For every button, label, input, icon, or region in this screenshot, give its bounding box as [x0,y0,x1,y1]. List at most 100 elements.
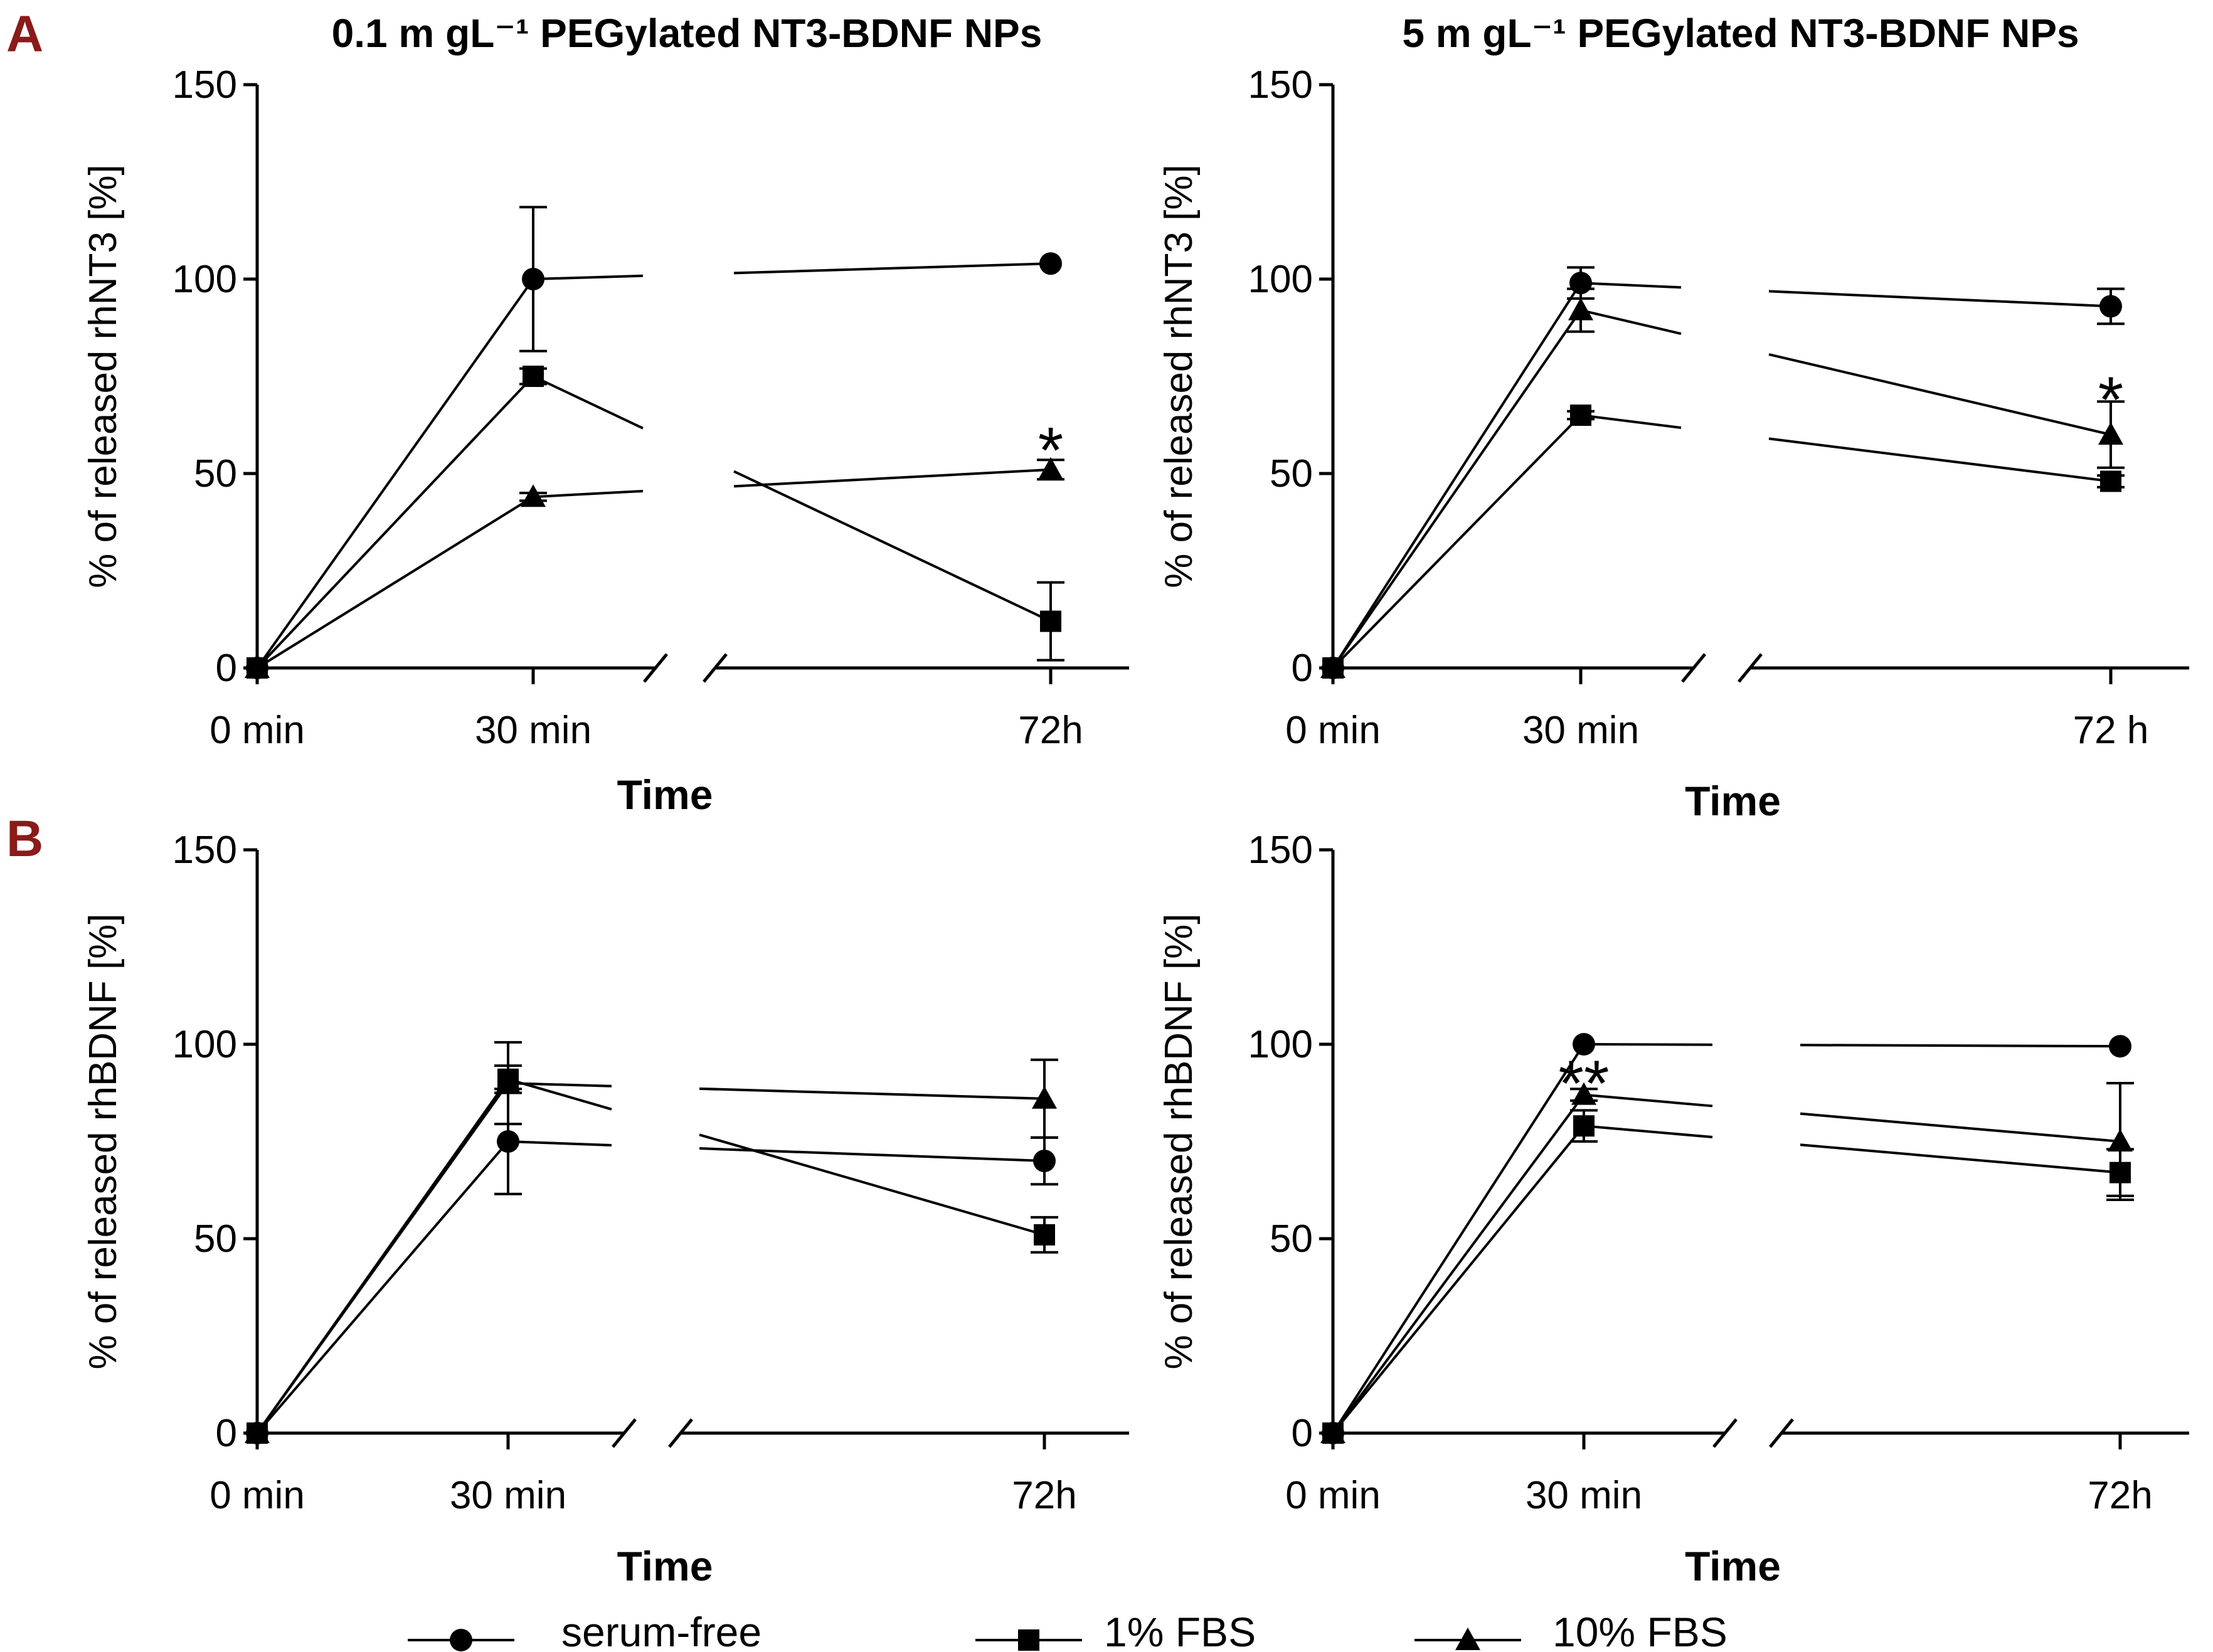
legend-label: 1% FBS [1104,1609,1256,1652]
series-line-triangle [1332,309,1582,669]
data-point-circle [1033,1150,1056,1172]
legend-label: serum-free [561,1609,762,1652]
y-tick-label: 0 [216,1412,237,1455]
y-tick-label: 0 [1292,1412,1313,1455]
axis-break-mark [1681,653,1706,683]
data-point-square [523,366,544,387]
y-tick-label: 0 [216,647,237,690]
series-line-square [1768,437,2111,483]
series-line-triangle [1332,1094,1585,1434]
series-line-triangle [1800,1112,2121,1143]
panel-label-a: A [6,6,43,63]
y-tick-label: 50 [1270,1217,1313,1261]
data-point-triangle [245,1421,270,1443]
data-point-circle [1573,1033,1595,1056]
legend-label: 10% FBS [1552,1609,1727,1652]
significance-marker: ** [1559,1047,1610,1120]
series-line-circle [1332,282,1582,669]
x-axis-label: Time [1685,778,1781,824]
series-line-square [533,375,644,430]
x-tick-label: 30 min [475,709,592,752]
y-axis-label: % of released rhNT3 [%] [1157,164,1201,588]
series-line-circle [1332,1043,1585,1434]
x-tick-label: 0 min [210,709,305,752]
data-point-circle [2109,1035,2131,1058]
series-line-square [733,470,1051,623]
y-tick-label: 0 [1292,647,1313,690]
x-tick-label: 72h [1018,709,1083,752]
x-tick-label: 72 h [2073,709,2149,752]
series-line-square [1332,1125,1585,1434]
data-point-triangle [245,655,270,678]
series-line-triangle [699,1087,1045,1100]
y-tick-label: 150 [1248,63,1313,107]
x-tick-label: 0 min [1285,709,1381,752]
series-line-circle [1800,1044,2121,1048]
data-point-triangle [2098,422,2123,445]
data-point-triangle [1320,655,1345,678]
data-point-circle [2099,295,2122,318]
legend-marker-triangle [1455,1628,1480,1650]
series-line-triangle [533,489,644,499]
chart-nt3-low-dose: 0.1 m gL⁻¹ PEGylated NT3-BDNF NPs 0 50 100 1… [82,11,1129,818]
legend: serum-free 1% FBS 10% FBS [408,1609,1727,1652]
significance-marker: * [1038,415,1063,487]
significance-marker: * [2098,364,2123,437]
axis-break-mark [643,653,668,683]
series-line-circle [256,1140,509,1434]
data-point-square [2110,1162,2131,1183]
data-point-triangle [1032,1086,1057,1109]
series-line-triangle [1583,1093,1713,1108]
legend-marker-circle [450,1629,472,1651]
x-tick-label: 0 min [210,1474,305,1517]
axis-break-mark [612,1418,637,1448]
chart-title: 0.1 m gL⁻¹ PEGylated NT3-BDNF NPs [332,11,1043,56]
data-point-square [1040,610,1061,632]
series-line-circle [533,274,644,280]
series-line-square [1332,414,1582,669]
y-axis-label: % of released rhBDNF [%] [1157,913,1201,1369]
y-tick-label: 50 [194,452,237,495]
data-point-square [1034,1224,1055,1246]
series-line-circle [733,262,1051,275]
series-line-triangle [507,1082,612,1088]
axis-break-mark [1769,1418,1794,1448]
y-tick-label: 150 [172,63,237,107]
x-tick-label: 72h [1012,1474,1076,1517]
series-line-circle [256,278,534,669]
data-point-circle [1039,252,1062,275]
chart-bdnf-low-dose: 0 50 100 150 % of released rhBDNF [%] 0 min 30… [82,829,1129,1589]
data-point-triangle [1568,297,1593,320]
series-line-circle [1580,282,1682,289]
series-line-square [1583,1125,1713,1139]
x-tick-label: 30 min [450,1474,566,1517]
x-axis-label: Time [617,771,713,818]
series-line-triangle [256,495,534,669]
series-line-square [256,375,534,669]
data-point-square [2100,470,2121,492]
data-point-triangle [2108,1129,2133,1152]
chart-nt3-high-dose: 5 m gL⁻¹ PEGylated NT3-BDNF NPs 0 50 100 150… [1157,11,2189,824]
series-line-circle [1583,1043,1713,1046]
series-line-circle [507,1140,612,1146]
y-tick-label: 100 [172,258,237,301]
data-point-square [1570,405,1591,426]
legend-marker-square [1018,1629,1039,1651]
y-tick-label: 50 [1270,452,1313,495]
data-point-triangle [1571,1082,1596,1105]
axis-break-mark [668,1418,693,1448]
series-line-triangle [733,468,1051,488]
panel-label-b: B [6,810,43,867]
x-axis-label: Time [617,1543,713,1589]
chart-title: 5 m gL⁻¹ PEGylated NT3-BDNF NPs [1402,11,2079,56]
series-line-triangle [256,1082,509,1434]
y-tick-label: 150 [172,829,237,872]
x-tick-label: 30 min [1526,1474,1642,1517]
series-line-triangle [1580,309,1682,336]
y-tick-label: 100 [1248,1023,1313,1066]
series-line-triangle [1768,353,2111,436]
y-axis-label: % of released rhBDNF [%] [82,913,125,1369]
series-line-square [1800,1143,2121,1174]
x-tick-label: 30 min [1522,709,1639,752]
